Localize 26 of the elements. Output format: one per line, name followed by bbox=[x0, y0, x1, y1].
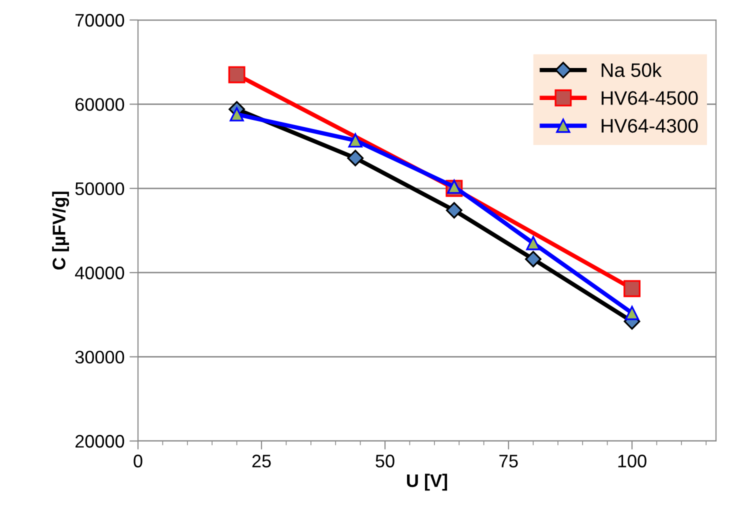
x-axis-title: U [V] bbox=[407, 474, 448, 491]
y-tick-label: 50000 bbox=[75, 182, 124, 196]
point bbox=[447, 180, 462, 194]
point bbox=[624, 306, 640, 320]
x-tick-label: 100 bbox=[618, 454, 646, 468]
y-axis-title: C [µFV/g] bbox=[52, 192, 70, 270]
point bbox=[525, 250, 542, 268]
x-tick-label: 0 bbox=[134, 454, 142, 468]
y-tick-label: 60000 bbox=[76, 98, 124, 111]
y-tick-label: 20000 bbox=[76, 434, 124, 448]
legend-label: HV64-4500 bbox=[602, 91, 698, 105]
point bbox=[228, 66, 246, 84]
y-tick-label: 70000 bbox=[76, 14, 124, 27]
legend-label: Na 50k bbox=[602, 62, 662, 78]
x-tick-label: 50 bbox=[376, 454, 394, 468]
legend-label: HV64-4300 bbox=[602, 118, 698, 133]
x-tick-label: 25 bbox=[252, 454, 271, 468]
point bbox=[347, 150, 364, 166]
point bbox=[348, 133, 362, 148]
y-tick-label: 30000 bbox=[75, 350, 124, 364]
point bbox=[446, 202, 462, 218]
point bbox=[230, 107, 244, 122]
x-tick-label: 75 bbox=[499, 454, 518, 468]
y-tick-label: 40000 bbox=[75, 266, 124, 280]
point bbox=[624, 280, 640, 298]
point bbox=[526, 236, 540, 250]
